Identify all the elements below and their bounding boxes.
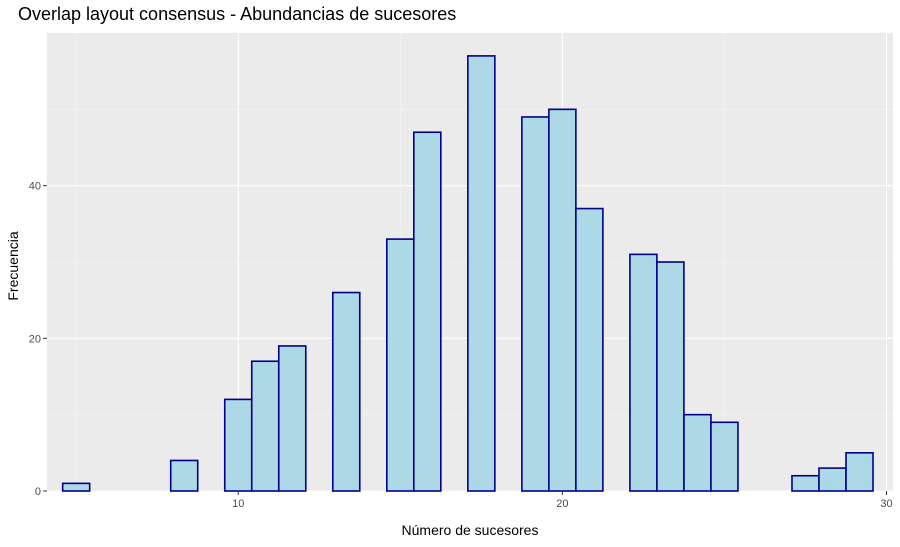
x-axis: 10 20 30 xyxy=(232,491,893,510)
histogram-bar xyxy=(250,360,280,492)
histogram-bar xyxy=(169,459,199,492)
histogram-bar xyxy=(223,398,253,492)
histogram-bar xyxy=(467,55,496,492)
x-tick-label: 20 xyxy=(556,498,568,510)
histogram-bar xyxy=(61,482,91,492)
histogram-bar xyxy=(575,207,604,492)
bars xyxy=(61,55,874,492)
chart-title: Overlap layout consensus - Abundancias d… xyxy=(18,4,456,24)
y-tick-label: 0 xyxy=(35,486,41,498)
histogram-bar xyxy=(845,452,874,492)
y-axis: 0 20 40 xyxy=(29,181,47,498)
histogram-bar xyxy=(683,413,712,492)
histogram-bar xyxy=(818,467,847,492)
y-tick-label: 40 xyxy=(29,181,41,193)
x-tick-label: 10 xyxy=(232,498,244,510)
histogram-bar xyxy=(629,253,658,492)
histogram-bar xyxy=(791,474,820,492)
y-axis-title: Frecuencia xyxy=(5,231,21,300)
histogram-bar xyxy=(386,238,415,492)
histogram-bar xyxy=(413,131,442,492)
histogram-bar xyxy=(331,291,361,492)
histogram-bar xyxy=(656,261,685,492)
histogram-bar xyxy=(277,345,307,492)
histogram-bar xyxy=(548,108,577,492)
histogram-bar xyxy=(710,421,739,492)
x-tick-label: 30 xyxy=(880,498,892,510)
y-tick-label: 20 xyxy=(29,333,41,345)
histogram-bar xyxy=(521,116,550,492)
x-axis-title: Número de sucesores xyxy=(402,522,539,538)
